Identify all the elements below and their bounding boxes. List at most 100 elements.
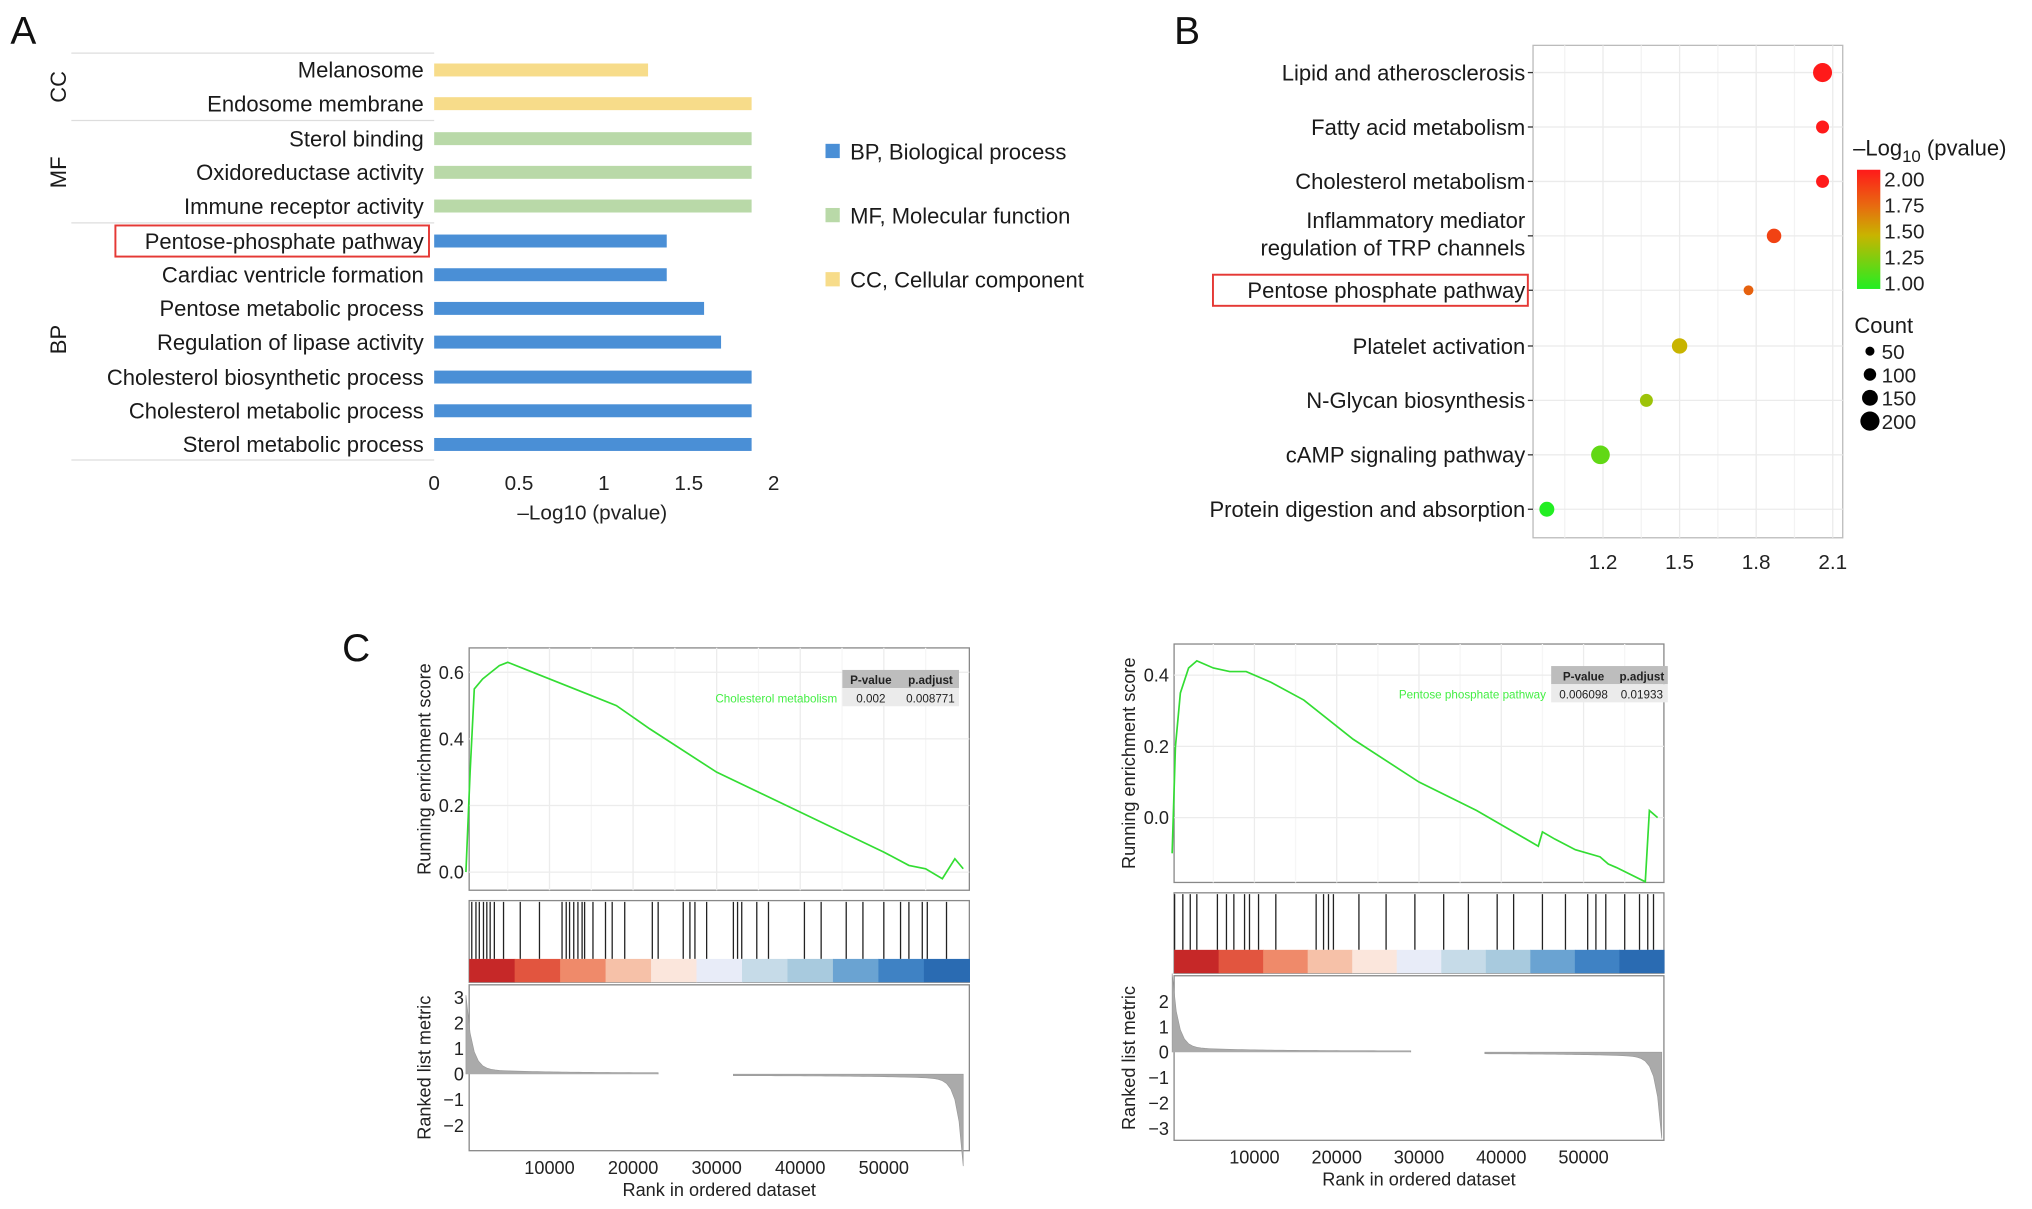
x-tick-label: 10000 — [524, 1158, 574, 1178]
rank-heatmap-segment — [1396, 949, 1442, 974]
x-tick-label: 30000 — [691, 1158, 741, 1178]
panel-b-dot-plot: 1.2 1.5 1.8 2.1 Lipid and atherosclerosis Fat… — [1209, 44, 2007, 574]
rank-heatmap-segment — [469, 958, 516, 983]
category-label: Protein digestion and absorption — [1209, 497, 1525, 522]
category-label: Regulation of lipase activity — [157, 330, 424, 355]
y-tick-label: 0.2 — [439, 796, 464, 816]
bar — [434, 437, 752, 451]
bar — [434, 301, 705, 315]
rank-heatmap-segment — [696, 958, 743, 983]
y2-tick-label: 0 — [1159, 1043, 1169, 1063]
data-point — [1539, 501, 1555, 517]
colorbar-tick-label: 1.50 — [1884, 220, 1924, 243]
size-legend-label: 50 — [1882, 341, 1905, 364]
y2-tick-label: 2 — [454, 1014, 464, 1034]
category-label: Immune receptor activity — [184, 194, 424, 219]
category-label: cAMP signaling pathway — [1286, 443, 1525, 468]
table-value: 0.01933 — [1621, 688, 1663, 701]
size-legend-dot — [1865, 346, 1875, 356]
x-tick-label: 1.5 — [674, 472, 703, 495]
category-label: Cholesterol metabolic process — [129, 399, 424, 424]
x-tick-label: 1.5 — [1665, 551, 1694, 574]
rank-heatmap-segment — [923, 958, 970, 983]
rank-heatmap-segment — [560, 958, 607, 983]
legend-title-part: (pvalue) — [1921, 135, 2007, 160]
group-label-mf: MF — [46, 156, 71, 188]
data-point — [1743, 285, 1754, 296]
bar — [434, 165, 752, 179]
legend-swatch — [825, 272, 840, 287]
x-tick-label: 30000 — [1394, 1148, 1444, 1168]
category-label: Oxidoreductase activity — [196, 160, 424, 185]
metric-plot-area — [468, 984, 970, 1152]
y2-axis-title: Ranked list metric — [414, 996, 434, 1140]
table-header: p.adjust — [1620, 670, 1665, 683]
table-header: P-value — [1563, 670, 1605, 683]
x-tick-label: 2.1 — [1818, 551, 1847, 574]
category-label: Pentose metabolic process — [159, 296, 423, 321]
table-header-bg — [842, 669, 959, 689]
table-value: 0.008771 — [906, 692, 955, 705]
x-tick-label: 1 — [598, 472, 610, 495]
category-label: Platelet activation — [1353, 334, 1526, 359]
category-label: Sterol metabolic process — [183, 432, 424, 457]
rank-heatmap-segment — [1263, 949, 1309, 974]
rank-heatmap-segment — [1485, 949, 1531, 974]
bar — [434, 268, 667, 282]
data-point — [1591, 445, 1610, 465]
rank-heatmap-segment — [741, 958, 789, 983]
size-legend-dot — [1862, 389, 1878, 406]
colorbar-tick-label: 1.75 — [1884, 195, 1924, 218]
table-row-bg — [1551, 684, 1668, 703]
running-score-line — [465, 661, 964, 880]
highlight-box — [1211, 273, 1529, 307]
running-score-line — [1171, 659, 1659, 884]
rank-heatmap-segment — [1574, 949, 1621, 974]
category-label: Melanosome — [298, 58, 424, 83]
table-row-bg — [842, 688, 959, 707]
rank-heatmap-segment — [1530, 949, 1576, 974]
table-header: P-value — [850, 674, 892, 687]
metric-plot-area — [1173, 975, 1665, 1141]
x-tick-label: 1.2 — [1589, 551, 1618, 574]
legend-title-part: –Log — [1853, 135, 1902, 160]
x-tick-label: 40000 — [1476, 1148, 1526, 1168]
pathway-name: Pentose phosphate pathway — [1399, 688, 1546, 701]
ranked-metric-area — [465, 995, 964, 1167]
rank-heatmap-segment — [1352, 949, 1398, 974]
bar — [434, 63, 649, 77]
rank-heatmap-segment — [1174, 949, 1220, 974]
category-label: regulation of TRP channels — [1260, 235, 1525, 260]
y2-tick-label: 0 — [454, 1065, 464, 1085]
bar — [434, 97, 752, 111]
data-point — [1766, 228, 1782, 244]
y-tick-label: 0.0 — [439, 863, 464, 883]
group-label-cc: CC — [46, 71, 71, 103]
panel-label-b: B — [1174, 10, 1200, 53]
bar — [434, 404, 752, 418]
legend-label: BP, Biological process — [850, 139, 1066, 164]
category-label: Inflammatory mediator — [1306, 208, 1525, 233]
plot-area — [1532, 44, 1844, 539]
category-label: N-Glycan biosynthesis — [1306, 388, 1525, 413]
category-label: Fatty acid metabolism — [1311, 115, 1525, 140]
y2-tick-label: −2 — [1148, 1093, 1169, 1113]
bar — [434, 370, 752, 384]
colorbar-tick-label: 1.00 — [1884, 272, 1924, 295]
category-label: Cholesterol metabolism — [1295, 169, 1525, 194]
y2-tick-label: 3 — [454, 988, 464, 1008]
panel-label-a: A — [10, 10, 36, 53]
rank-heatmap-segment — [605, 958, 652, 983]
colorbar — [1856, 169, 1881, 289]
colorbar-tick-label: 1.25 — [1884, 246, 1924, 269]
y-tick-label: 0.4 — [1144, 666, 1169, 686]
data-point — [1813, 63, 1833, 83]
x-axis-title: Rank in ordered dataset — [623, 1180, 816, 1200]
table-value: 0.002 — [856, 692, 885, 705]
y-tick-label: 0.4 — [439, 729, 464, 749]
x-tick-label: 10000 — [1229, 1148, 1279, 1168]
size-legend-label: 100 — [1882, 364, 1917, 387]
